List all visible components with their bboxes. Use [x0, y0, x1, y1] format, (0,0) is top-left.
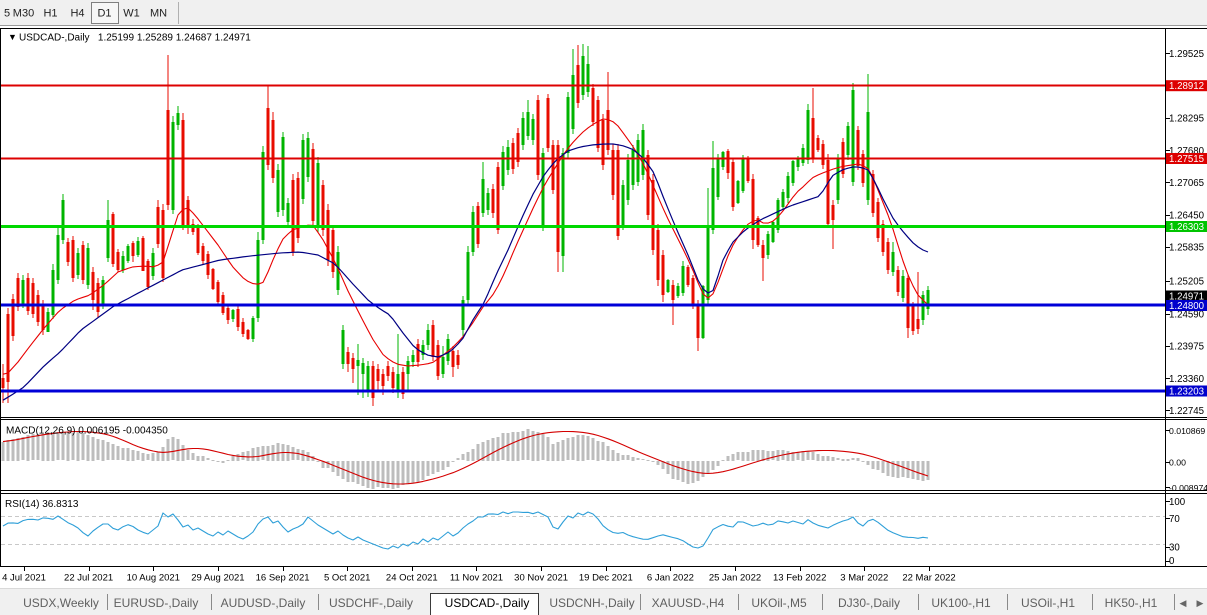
- svg-text:29 Aug 2021: 29 Aug 2021: [191, 573, 244, 584]
- svg-text:H4: H4: [70, 8, 84, 20]
- svg-text:1.24590: 1.24590: [1169, 310, 1205, 321]
- svg-text:10 Aug 2021: 10 Aug 2021: [127, 573, 180, 584]
- svg-text:6 Jan 2022: 6 Jan 2022: [647, 573, 694, 584]
- svg-text:MN: MN: [150, 8, 167, 20]
- svg-text:5 Oct 2021: 5 Oct 2021: [324, 573, 370, 584]
- svg-text:1.23360: 1.23360: [1169, 374, 1205, 385]
- svg-text:1.27680: 1.27680: [1169, 146, 1205, 157]
- svg-text:100: 100: [1169, 497, 1186, 508]
- svg-text:USDCNH-,Daily: USDCNH-,Daily: [549, 596, 634, 610]
- svg-text:1.27515: 1.27515: [1169, 154, 1204, 165]
- svg-text:1.24800: 1.24800: [1169, 301, 1205, 312]
- svg-text:USDCAD-,Daily 1.25199 1.2528: USDCAD-,Daily 1.25199 1.25289 1.24687 1.…: [19, 33, 251, 44]
- svg-text:0.010869: 0.010869: [1169, 426, 1205, 436]
- svg-text:1.25205: 1.25205: [1169, 277, 1204, 288]
- svg-text:1.26450: 1.26450: [1169, 210, 1205, 221]
- svg-text:RSI(14) 36.8313: RSI(14) 36.8313: [5, 499, 79, 510]
- svg-text:1.25835: 1.25835: [1169, 243, 1204, 254]
- svg-text:USDCHF-,Daily: USDCHF-,Daily: [329, 596, 413, 610]
- svg-text:0.00: 0.00: [1169, 458, 1186, 468]
- svg-text:1.22745: 1.22745: [1169, 406, 1204, 417]
- svg-text:D1: D1: [97, 8, 111, 20]
- svg-text:AUDUSD-,Daily: AUDUSD-,Daily: [221, 596, 306, 610]
- svg-text:0: 0: [1169, 556, 1175, 567]
- svg-text:1.24971: 1.24971: [1169, 292, 1204, 303]
- svg-text:16 Sep 2021: 16 Sep 2021: [256, 573, 310, 584]
- svg-text:1.28295: 1.28295: [1169, 114, 1204, 125]
- svg-text:1.28912: 1.28912: [1169, 81, 1204, 92]
- svg-text:4 Jul 2021: 4 Jul 2021: [2, 573, 46, 584]
- svg-text:XAUUSD-,H4: XAUUSD-,H4: [652, 596, 725, 610]
- svg-text:1.23203: 1.23203: [1169, 387, 1204, 398]
- svg-text:EURUSD-,Daily: EURUSD-,Daily: [114, 596, 199, 610]
- svg-text:5: 5: [4, 8, 10, 20]
- svg-text:M30: M30: [13, 8, 34, 20]
- svg-text:30: 30: [1169, 543, 1180, 554]
- svg-text:W1: W1: [123, 8, 140, 20]
- svg-text:USOil-,H1: USOil-,H1: [1021, 596, 1075, 610]
- svg-text:1.26303: 1.26303: [1169, 222, 1204, 233]
- svg-text:1.29525: 1.29525: [1169, 49, 1204, 60]
- svg-text:13 Feb 2022: 13 Feb 2022: [773, 573, 826, 584]
- svg-text:1.23975: 1.23975: [1169, 342, 1204, 353]
- svg-text:◀: ◀: [1180, 598, 1187, 608]
- svg-text:DJ30-,Daily: DJ30-,Daily: [838, 596, 900, 610]
- svg-text:-0.008974: -0.008974: [1169, 483, 1207, 493]
- svg-text:22 Jul 2021: 22 Jul 2021: [64, 573, 113, 584]
- svg-text:11 Nov 2021: 11 Nov 2021: [450, 573, 503, 584]
- svg-text:25 Jan 2022: 25 Jan 2022: [709, 573, 761, 584]
- svg-text:MACD(12,26,9) 0.006195 -0.0043: MACD(12,26,9) 0.006195 -0.004350: [6, 426, 168, 437]
- svg-text:H1: H1: [43, 8, 57, 20]
- svg-text:22 Mar 2022: 22 Mar 2022: [902, 573, 955, 584]
- svg-text:USDCAD-,Daily: USDCAD-,Daily: [445, 596, 530, 610]
- svg-text:UK100-,H1: UK100-,H1: [931, 596, 991, 610]
- svg-text:▶: ▶: [1197, 598, 1204, 608]
- svg-text:▼: ▼: [8, 32, 17, 42]
- svg-text:30 Nov 2021: 30 Nov 2021: [514, 573, 568, 584]
- svg-text:3 Mar 2022: 3 Mar 2022: [840, 573, 888, 584]
- svg-text:19 Dec 2021: 19 Dec 2021: [579, 573, 633, 584]
- svg-text:UKOil-,M5: UKOil-,M5: [751, 596, 807, 610]
- svg-text:1.27065: 1.27065: [1169, 178, 1204, 189]
- svg-text:70: 70: [1169, 514, 1180, 525]
- svg-text:USDX,Weekly: USDX,Weekly: [23, 596, 99, 610]
- svg-text:24 Oct 2021: 24 Oct 2021: [386, 573, 438, 584]
- svg-text:HK50-,H1: HK50-,H1: [1105, 596, 1158, 610]
